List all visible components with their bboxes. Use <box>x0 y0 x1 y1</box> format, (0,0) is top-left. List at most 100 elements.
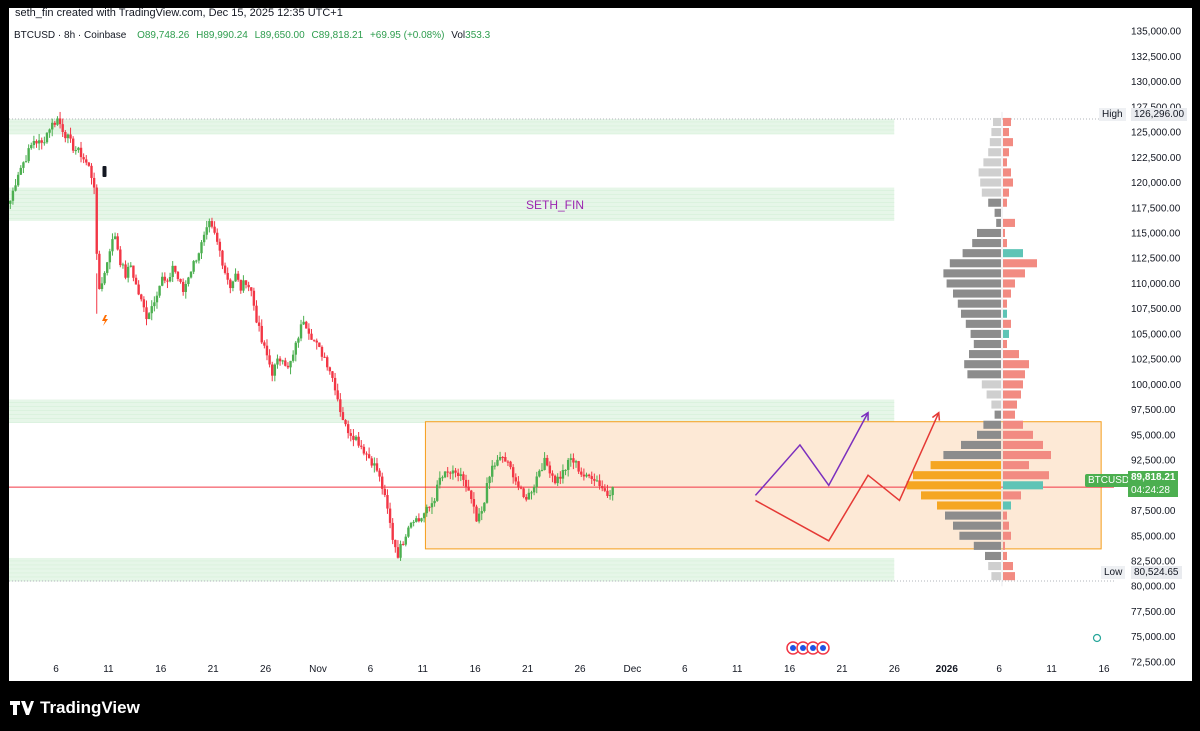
candle-body <box>383 488 387 496</box>
candle-body <box>318 342 321 347</box>
candle-body <box>587 474 591 477</box>
x-axis-tick-label: 26 <box>260 664 272 675</box>
symbol-name[interactable]: BTCUSD <box>14 30 56 41</box>
vp-bar-right <box>1003 521 1009 530</box>
candle-body <box>585 474 588 477</box>
vp-bar-left <box>967 370 1001 379</box>
vp-bar-left <box>988 198 1001 207</box>
vp-bar-left <box>981 380 1001 389</box>
candle-body <box>574 461 578 463</box>
candle-body <box>525 496 528 500</box>
chart-credit-title: seth_fin created with TradingView.com, D… <box>15 8 343 19</box>
candle-body <box>108 251 112 263</box>
candle-body <box>449 472 452 474</box>
current-symbol-tag: BTCUSD <box>1085 474 1133 487</box>
candle-body <box>45 132 49 143</box>
vp-bar-right <box>1003 279 1015 288</box>
candle-body <box>197 253 201 261</box>
vp-bar-right <box>1003 430 1033 439</box>
ohlc-high: H89,990.24 <box>196 30 248 41</box>
vp-bar-right <box>1003 531 1011 540</box>
vp-bar-right <box>1003 360 1029 369</box>
candle-body <box>64 131 67 139</box>
x-axis-tick-label: 6 <box>368 664 374 675</box>
x-axis-tick-label: 21 <box>208 664 220 675</box>
candle-body <box>370 458 373 466</box>
candle-body <box>129 265 132 267</box>
candle-body <box>260 325 263 343</box>
vp-bar-right <box>1003 329 1009 338</box>
candle-body <box>577 461 580 472</box>
candle-body <box>126 266 130 278</box>
candle-body <box>155 295 159 303</box>
tradingview-logo[interactable]: TradingView <box>10 698 140 718</box>
candle-body <box>611 487 614 496</box>
candle-body <box>459 474 462 476</box>
vp-bar-left <box>953 289 1001 298</box>
candle-body <box>527 492 531 500</box>
candle-body <box>158 285 161 296</box>
candle-body <box>142 299 146 308</box>
countdown-tag: 04:24:28 <box>1128 484 1178 497</box>
candle-body <box>286 365 290 368</box>
ohlc-close: C89,818.21 <box>311 30 364 41</box>
symbol-info-line: BTCUSD · 8h · Coinbase O89,748.26 H89,99… <box>14 30 491 41</box>
vp-bar-left <box>962 249 1001 258</box>
x-axis-tick-label: 16 <box>155 664 167 675</box>
vp-bar-right <box>1003 148 1009 157</box>
vp-bar-left <box>986 390 1001 399</box>
candle-body <box>491 465 494 477</box>
vp-bar-left <box>972 239 1001 248</box>
candle-body <box>121 264 125 266</box>
x-axis-tick-label: Nov <box>309 664 327 675</box>
candle-body <box>132 265 135 278</box>
vp-bar-right <box>1003 339 1007 349</box>
vp-bar-right <box>1003 491 1021 500</box>
candle-body <box>580 471 583 475</box>
candle-body <box>69 134 72 139</box>
candle-body <box>40 140 43 143</box>
chart-canvas[interactable]: 135,000.00 132,500.00 130,000.00 127,500.00… <box>9 8 1192 681</box>
x-axis-tick-label: 6 <box>682 664 688 675</box>
candle-body <box>53 122 57 125</box>
y-axis-tick-label: 92,500.00 <box>1131 456 1176 467</box>
candle-body <box>231 281 235 289</box>
projection-arrowhead <box>931 411 941 421</box>
y-axis-tick-label: 82,500.00 <box>1131 557 1176 568</box>
candle-body <box>488 476 491 484</box>
candle-body <box>606 490 609 496</box>
candle-body <box>559 476 562 479</box>
candle-body <box>396 547 400 558</box>
interval[interactable]: 8h <box>64 30 76 41</box>
x-axis-tick-label: 16 <box>784 664 796 675</box>
candle-body <box>82 157 85 160</box>
candle-body <box>257 322 261 326</box>
candle-body <box>98 253 101 289</box>
y-axis-tick-label: 80,000.00 <box>1131 582 1176 593</box>
candle-body <box>467 486 470 491</box>
candle-body <box>446 471 449 473</box>
candle-body <box>77 147 80 151</box>
candle-body <box>24 161 28 163</box>
candle-body <box>95 187 98 254</box>
candle-body <box>357 436 360 446</box>
candle-body <box>538 470 541 477</box>
candle-body <box>150 306 153 314</box>
candle-body <box>106 262 109 273</box>
vp-bar-right <box>1003 178 1013 187</box>
candle-body <box>11 190 15 201</box>
candle-body <box>48 129 51 133</box>
vp-bar-right <box>1003 350 1019 359</box>
candle-body <box>352 435 355 440</box>
vp-bar-right <box>1003 198 1007 207</box>
candle-body <box>543 457 546 470</box>
candle-body <box>367 454 371 459</box>
candle-body <box>331 371 334 378</box>
candle-body <box>153 302 156 307</box>
vp-bar-left <box>961 309 1001 318</box>
candle-body <box>540 469 544 471</box>
high-label-tag: High <box>1099 108 1126 121</box>
tradingview-logo-icon <box>10 701 34 715</box>
candle-body <box>561 470 565 479</box>
low-label-tag: Low <box>1101 566 1126 579</box>
